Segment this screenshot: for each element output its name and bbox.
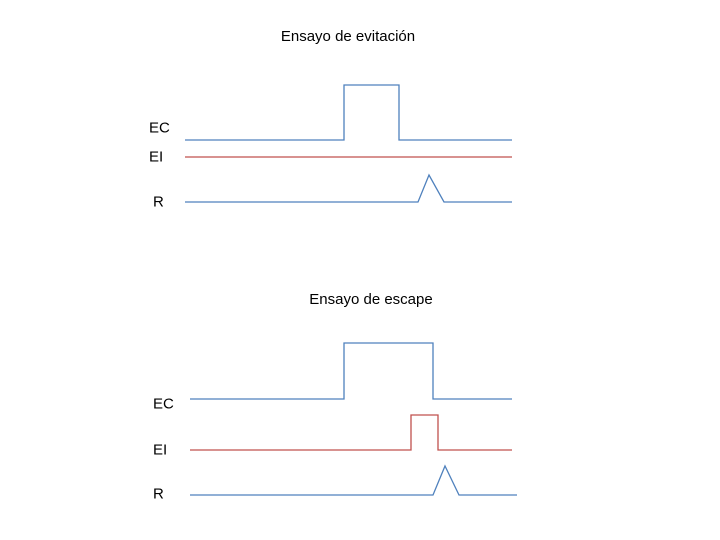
escape-ec-trace	[190, 342, 512, 400]
escape-trial-title: Ensayo de escape	[309, 291, 433, 308]
escape-ei-trace	[190, 414, 512, 451]
avoidance-ei-label: EI	[149, 148, 164, 166]
escape-ec-label: EC	[153, 395, 174, 413]
escape-r-label: R	[153, 485, 164, 503]
avoidance-ec-trace	[185, 84, 512, 141]
escape-ei-label: EI	[153, 441, 168, 459]
avoidance-ec-label: EC	[149, 119, 170, 137]
avoidance-trial-title: Ensayo de evitación	[280, 28, 416, 45]
escape-r-trace	[190, 464, 517, 496]
avoidance-r-trace	[185, 173, 512, 203]
avoidance-r-label: R	[153, 193, 164, 211]
